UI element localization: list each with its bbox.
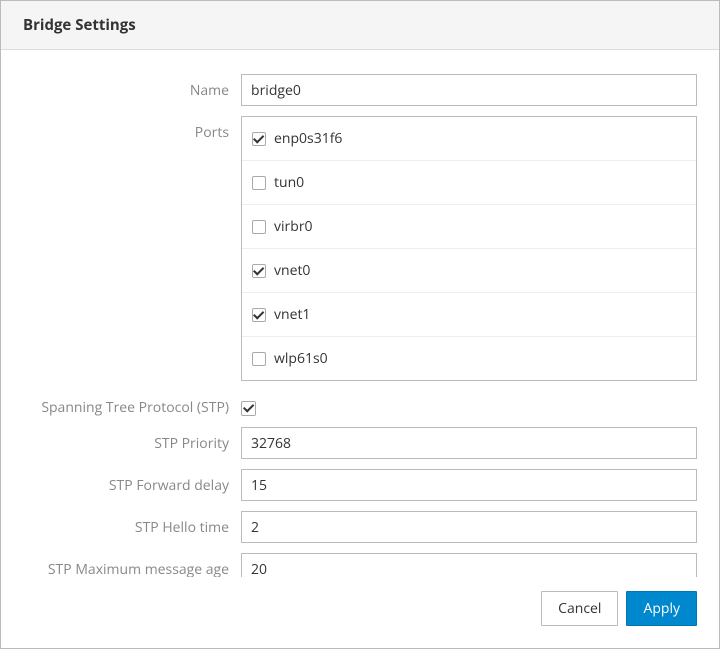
ports-list: enp0s31f6 tun0 virbr0 vnet0 vnet1 wlp61s0 — [241, 116, 697, 381]
port-checkbox[interactable]: virbr0 — [252, 217, 313, 236]
dialog-footer: Cancel Apply — [1, 577, 719, 648]
stp-max-age-label: STP Maximum message age — [23, 553, 241, 577]
port-checkbox[interactable]: vnet0 — [252, 261, 310, 280]
port-item: enp0s31f6 — [242, 117, 696, 161]
dialog-body: Name Ports enp0s31f6 tun0 virbr0 vnet0 vnet1… — [1, 50, 719, 577]
port-checkbox[interactable]: enp0s31f6 — [252, 129, 342, 148]
stp-max-age-field-wrap — [241, 553, 697, 577]
port-item: vnet0 — [242, 249, 696, 293]
name-input[interactable] — [241, 74, 697, 106]
port-checkbox[interactable]: vnet1 — [252, 305, 310, 324]
port-item: wlp61s0 — [242, 337, 696, 380]
stp-checkbox[interactable] — [241, 401, 256, 416]
stp-priority-input[interactable] — [241, 427, 697, 459]
port-name: wlp61s0 — [274, 349, 328, 368]
port-item: virbr0 — [242, 205, 696, 249]
stp-forward-delay-input[interactable] — [241, 469, 697, 501]
stp-max-age-input[interactable] — [241, 553, 697, 577]
ports-row: Ports enp0s31f6 tun0 virbr0 vnet0 vnet1 wlp61… — [23, 116, 697, 381]
stp-row: Spanning Tree Protocol (STP) — [23, 391, 697, 417]
checkbox-icon — [252, 220, 266, 234]
name-field-wrap — [241, 74, 697, 106]
ports-label: Ports — [23, 116, 241, 142]
stp-hello-time-field-wrap — [241, 511, 697, 543]
checkbox-icon — [252, 308, 266, 322]
stp-max-age-row: STP Maximum message age — [23, 553, 697, 577]
checkbox-icon — [252, 352, 266, 366]
stp-priority-label: STP Priority — [23, 427, 241, 453]
dialog-title: Bridge Settings — [23, 15, 697, 35]
checkbox-icon — [252, 264, 266, 278]
stp-hello-time-label: STP Hello time — [23, 511, 241, 537]
stp-field-wrap — [241, 391, 697, 416]
name-row: Name — [23, 74, 697, 106]
apply-button[interactable]: Apply — [626, 591, 697, 626]
ports-field-wrap: enp0s31f6 tun0 virbr0 vnet0 vnet1 wlp61s0 — [241, 116, 697, 381]
port-name: vnet1 — [274, 305, 310, 324]
port-checkbox[interactable]: wlp61s0 — [252, 349, 328, 368]
dialog-header: Bridge Settings — [1, 1, 719, 50]
stp-checkbox-box — [241, 401, 256, 416]
stp-priority-field-wrap — [241, 427, 697, 459]
cancel-button[interactable]: Cancel — [541, 591, 618, 626]
stp-label: Spanning Tree Protocol (STP) — [23, 391, 241, 417]
port-item: vnet1 — [242, 293, 696, 337]
stp-priority-row: STP Priority — [23, 427, 697, 459]
checkbox-icon — [252, 176, 266, 190]
bridge-settings-dialog: Bridge Settings Name Ports enp0s31f6 tun0… — [0, 0, 720, 649]
name-label: Name — [23, 74, 241, 100]
port-name: virbr0 — [274, 217, 313, 236]
checkbox-icon — [252, 132, 266, 146]
stp-hello-time-input[interactable] — [241, 511, 697, 543]
stp-forward-delay-field-wrap — [241, 469, 697, 501]
stp-forward-delay-label: STP Forward delay — [23, 469, 241, 495]
stp-forward-delay-row: STP Forward delay — [23, 469, 697, 501]
port-name: enp0s31f6 — [274, 129, 342, 148]
port-name: vnet0 — [274, 261, 310, 280]
port-item: tun0 — [242, 161, 696, 205]
port-name: tun0 — [274, 173, 304, 192]
port-checkbox[interactable]: tun0 — [252, 173, 304, 192]
stp-hello-time-row: STP Hello time — [23, 511, 697, 543]
